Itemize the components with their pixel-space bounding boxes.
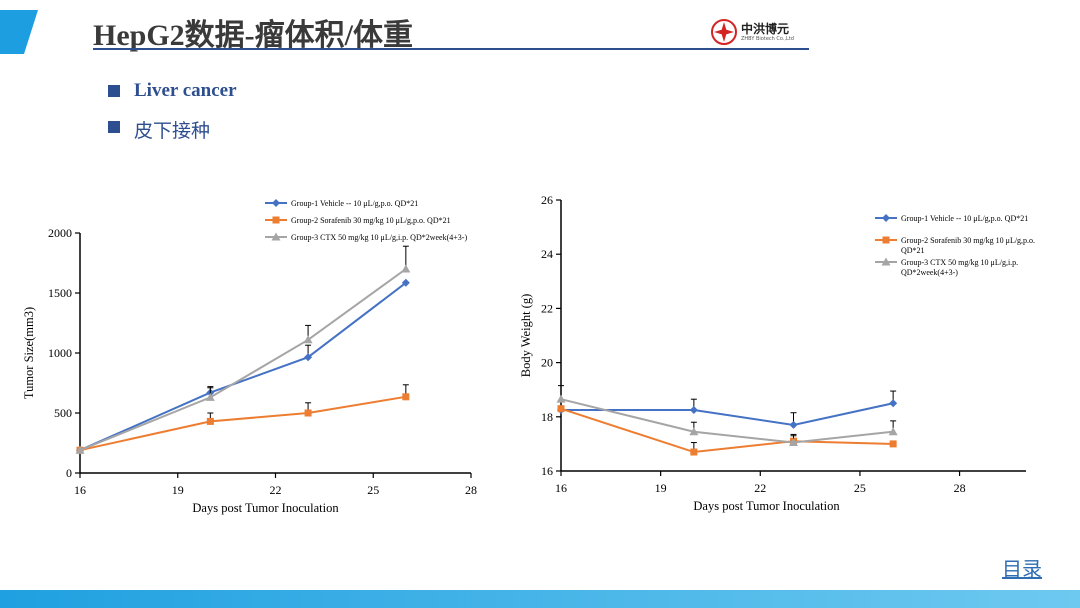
x-tick-label: 16 xyxy=(555,481,567,495)
data-point xyxy=(75,445,85,454)
page-title: HepG2数据-瘤体积/体重 xyxy=(93,19,413,52)
x-tick-label: 22 xyxy=(754,481,766,495)
x-tick-label: 25 xyxy=(854,481,866,495)
data-point xyxy=(789,420,798,429)
company-logo-icon xyxy=(711,19,737,45)
y-tick-label: 18 xyxy=(541,410,553,424)
title-underline xyxy=(93,48,809,50)
footer-bar xyxy=(0,590,1080,608)
x-axis-label: Days post Tumor Inoculation xyxy=(693,499,840,513)
legend-marker xyxy=(272,199,280,207)
y-tick-label: 500 xyxy=(54,406,72,420)
series-line xyxy=(560,407,894,454)
data-point xyxy=(556,394,566,403)
y-tick-label: 22 xyxy=(541,301,553,315)
toc-link[interactable]: 目录 xyxy=(1002,559,1042,581)
data-point xyxy=(402,393,410,401)
data-point xyxy=(690,448,698,456)
x-tick-label: 28 xyxy=(954,481,966,495)
chart-group: 0 500 1000 1500 2000 16 19 22 25 28 Days post Tumo… xyxy=(22,199,477,515)
legend-label: Group-2 Sorafenib 30 mg/kg 10 μL/g,p.o. xyxy=(901,236,1035,245)
data-point xyxy=(889,440,897,448)
legend-label-cont: QD*2week(4+3-) xyxy=(901,268,958,277)
x-axis-label: Days post Tumor Inoculation xyxy=(192,501,339,515)
legend-label: Group-1 Vehicle -- 10 μL/g,p.o. QD*21 xyxy=(901,214,1028,223)
series-line xyxy=(560,398,894,444)
x-tick-label: 28 xyxy=(465,483,477,497)
legend: Group-1 Vehicle -- 10 μL/g,p.o. QD*21 Gro… xyxy=(265,199,467,242)
logo-name: 中洪博元 xyxy=(741,22,790,36)
legend-marker xyxy=(271,232,281,241)
series-line xyxy=(561,402,894,426)
x-tick-label: 19 xyxy=(172,483,184,497)
series-3 xyxy=(75,245,411,454)
legend-label: Group-1 Vehicle -- 10 μL/g,p.o. QD*21 xyxy=(291,199,418,208)
corner-accent xyxy=(0,10,38,54)
y-tick-label: 16 xyxy=(541,464,553,478)
chart-group: 16 18 20 22 24 26 16 19 22 25 28 Days post Tumor In… xyxy=(519,193,1035,513)
data-point xyxy=(689,427,699,436)
data-point xyxy=(889,399,898,408)
series-line xyxy=(79,268,407,452)
x-tick-label: 19 xyxy=(655,481,667,495)
legend-marker xyxy=(881,257,891,266)
legend-marker xyxy=(882,236,890,244)
x-tick-label: 22 xyxy=(270,483,282,497)
data-point xyxy=(557,405,565,413)
bullet-square-icon xyxy=(108,121,120,133)
y-tick-label: 1500 xyxy=(48,286,72,300)
data-point xyxy=(689,406,698,415)
series-line xyxy=(79,282,407,452)
y-tick-label: 1000 xyxy=(48,346,72,360)
legend-label: Group-2 Sorafenib 30 mg/kg 10 μL/g,p.o. … xyxy=(291,216,451,225)
x-tick-label: 25 xyxy=(367,483,379,497)
data-point xyxy=(789,438,798,447)
series-3 xyxy=(556,385,898,447)
legend-label-cont: QD*21 xyxy=(901,246,925,255)
data-point xyxy=(206,417,214,425)
bullet-square-icon xyxy=(108,85,120,97)
data-point xyxy=(401,278,410,287)
legend-label: Group-3 CTX 50 mg/kg 10 μL/g,i.p. QD*2we… xyxy=(291,233,467,242)
y-tick-label: 24 xyxy=(541,247,553,261)
bullet-subcutaneous: 皮下接种 xyxy=(134,121,211,142)
series-1 xyxy=(557,390,898,429)
data-point xyxy=(304,353,313,362)
data-point xyxy=(304,409,312,417)
legend: Group-1 Vehicle -- 10 μL/g,p.o. QD*21 Gro… xyxy=(875,214,1035,277)
bullet-liver-cancer: Liver cancer xyxy=(134,80,237,101)
y-tick-label: 26 xyxy=(541,193,553,207)
data-point xyxy=(888,427,898,436)
y-axis-label: Body Weight (g) xyxy=(519,294,533,377)
legend-marker xyxy=(882,214,890,222)
data-point xyxy=(401,264,411,273)
legend-marker xyxy=(272,216,280,224)
y-axis-label: Tumor Size(mm3) xyxy=(22,307,36,399)
logo-subtitle: ZHBY Biotech Co.,Ltd xyxy=(741,36,794,42)
data-point xyxy=(205,392,215,401)
legend-label: Group-3 CTX 50 mg/kg 10 μL/g,i.p. xyxy=(901,258,1018,267)
x-tick-label: 16 xyxy=(74,483,86,497)
y-tick-label: 0 xyxy=(66,466,72,480)
y-tick-label: 2000 xyxy=(48,226,72,240)
data-point xyxy=(303,335,313,344)
y-tick-label: 20 xyxy=(541,356,553,370)
series-line xyxy=(79,395,406,452)
